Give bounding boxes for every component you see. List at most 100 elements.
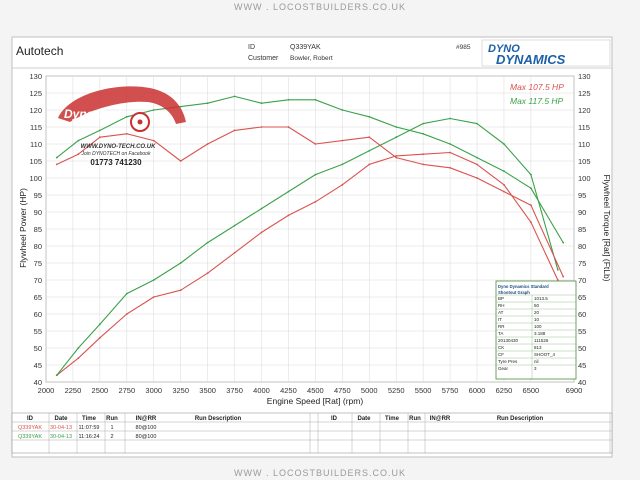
y-tick-label-right: 125 (578, 89, 591, 98)
info-value: 813 (534, 345, 542, 350)
id-value: Q339YAK (290, 44, 321, 51)
table-cell: Q339YAK (18, 434, 42, 440)
series-point (153, 279, 155, 281)
y-tick-label-left: 85 (34, 225, 42, 234)
x-tick-label: 4000 (253, 386, 270, 395)
series-point (126, 133, 128, 135)
series-point (503, 184, 505, 186)
y-tick-label-right: 95 (578, 191, 586, 200)
series-point (368, 116, 370, 118)
series-point (126, 293, 128, 295)
y-axis-right-label: Flywheel Torque [Rat] (FtLb) (602, 174, 612, 281)
series-point (99, 130, 101, 132)
y-tick-label-right: 115 (578, 123, 590, 132)
info-title-2: Shootout Graph (498, 290, 530, 295)
series-point (207, 242, 209, 244)
series-point (261, 232, 263, 234)
y-tick-label-left: 110 (30, 140, 42, 149)
series-point (395, 136, 397, 138)
series-point (207, 143, 209, 145)
x-tick-label: 2000 (38, 386, 55, 395)
series-point (77, 347, 79, 349)
series-point (77, 153, 79, 155)
y-tick-label-right: 90 (578, 208, 586, 217)
info-key: Tyre Pres (498, 359, 518, 364)
series-point (422, 153, 424, 155)
y-tick-label-right: 110 (578, 140, 590, 149)
info-key: IT (498, 317, 502, 322)
series-point (557, 269, 559, 271)
y-tick-label-right: 130 (578, 72, 591, 81)
series-point (341, 109, 343, 111)
brand-bottom: DYNAMICS (496, 52, 566, 67)
series-point (207, 272, 209, 274)
x-tick-label: 3750 (226, 386, 243, 395)
series-point (449, 118, 451, 120)
y-tick-label-right: 65 (578, 293, 586, 302)
series-point (530, 187, 532, 189)
y-tick-label-right: 50 (578, 344, 586, 353)
info-key: CK (498, 345, 504, 350)
series-point (207, 102, 209, 104)
series-point (261, 102, 263, 104)
series-point (422, 133, 424, 135)
series-point (288, 126, 290, 128)
y-tick-label-right: 85 (578, 225, 586, 234)
table-cell: 11:07:59 (78, 425, 99, 431)
table-header-cell: ID (27, 416, 34, 422)
table-header-cell: Run (409, 416, 421, 422)
series-point (126, 313, 128, 315)
series-point (503, 191, 505, 193)
series-point (449, 167, 451, 169)
logo-facebook: Join DYNOTECH on Facebook (81, 151, 151, 157)
table-header-cell: Run Description (195, 416, 242, 422)
y-tick-label-left: 45 (34, 361, 42, 370)
series-point (341, 140, 343, 142)
x-tick-label: 5250 (388, 386, 405, 395)
series-point (449, 152, 451, 154)
dyno-dynamics-logo: DYNO DYNAMICS (482, 40, 610, 67)
series-point (56, 164, 58, 166)
x-tick-label: 5000 (361, 386, 378, 395)
series-point (153, 296, 155, 298)
y-tick-label-left: 95 (34, 191, 42, 200)
customer-value: Bowler, Robert (290, 55, 333, 62)
run-ref: #985 (456, 44, 471, 51)
y-tick-label-right: 75 (578, 259, 586, 268)
y-tick-label-left: 70 (34, 276, 42, 285)
table-header-cell: Date (357, 416, 371, 422)
x-tick-label: 4250 (280, 386, 297, 395)
y-tick-label-left: 80 (34, 242, 42, 251)
info-key: 20130430 (498, 338, 519, 343)
series-point (562, 242, 564, 244)
info-key: RH (498, 303, 505, 308)
y-tick-label-left: 65 (34, 293, 42, 302)
info-value: SHOOT_4 (534, 352, 556, 357)
x-tick-label: 4750 (334, 386, 351, 395)
info-value: 10 (534, 317, 540, 322)
series-point (422, 123, 424, 125)
series-point (153, 140, 155, 142)
series-point (395, 126, 397, 128)
series-point (368, 136, 370, 138)
series-point (288, 191, 290, 193)
table-header-cell: IN@RR (136, 416, 157, 422)
series-point (503, 170, 505, 172)
y-tick-label-right: 100 (578, 174, 591, 183)
info-title-1: Dyno Dynamics Standard (498, 284, 549, 289)
table-cell: Q339YAK (18, 425, 42, 431)
table-cell: 1 (110, 425, 113, 431)
x-tick-label: 2500 (92, 386, 109, 395)
series-point (288, 99, 290, 101)
y-axis-left-label: Flywheel Power (HP) (18, 188, 28, 268)
series-point (99, 136, 101, 138)
series-point (180, 262, 182, 264)
series-point (99, 337, 101, 339)
info-key: RR (498, 324, 505, 329)
info-value: 20 (534, 310, 540, 315)
series-point (314, 143, 316, 145)
table-cell: 80@100 (136, 434, 157, 440)
y-tick-label-right: 60 (578, 310, 586, 319)
info-value: nil (534, 359, 539, 364)
